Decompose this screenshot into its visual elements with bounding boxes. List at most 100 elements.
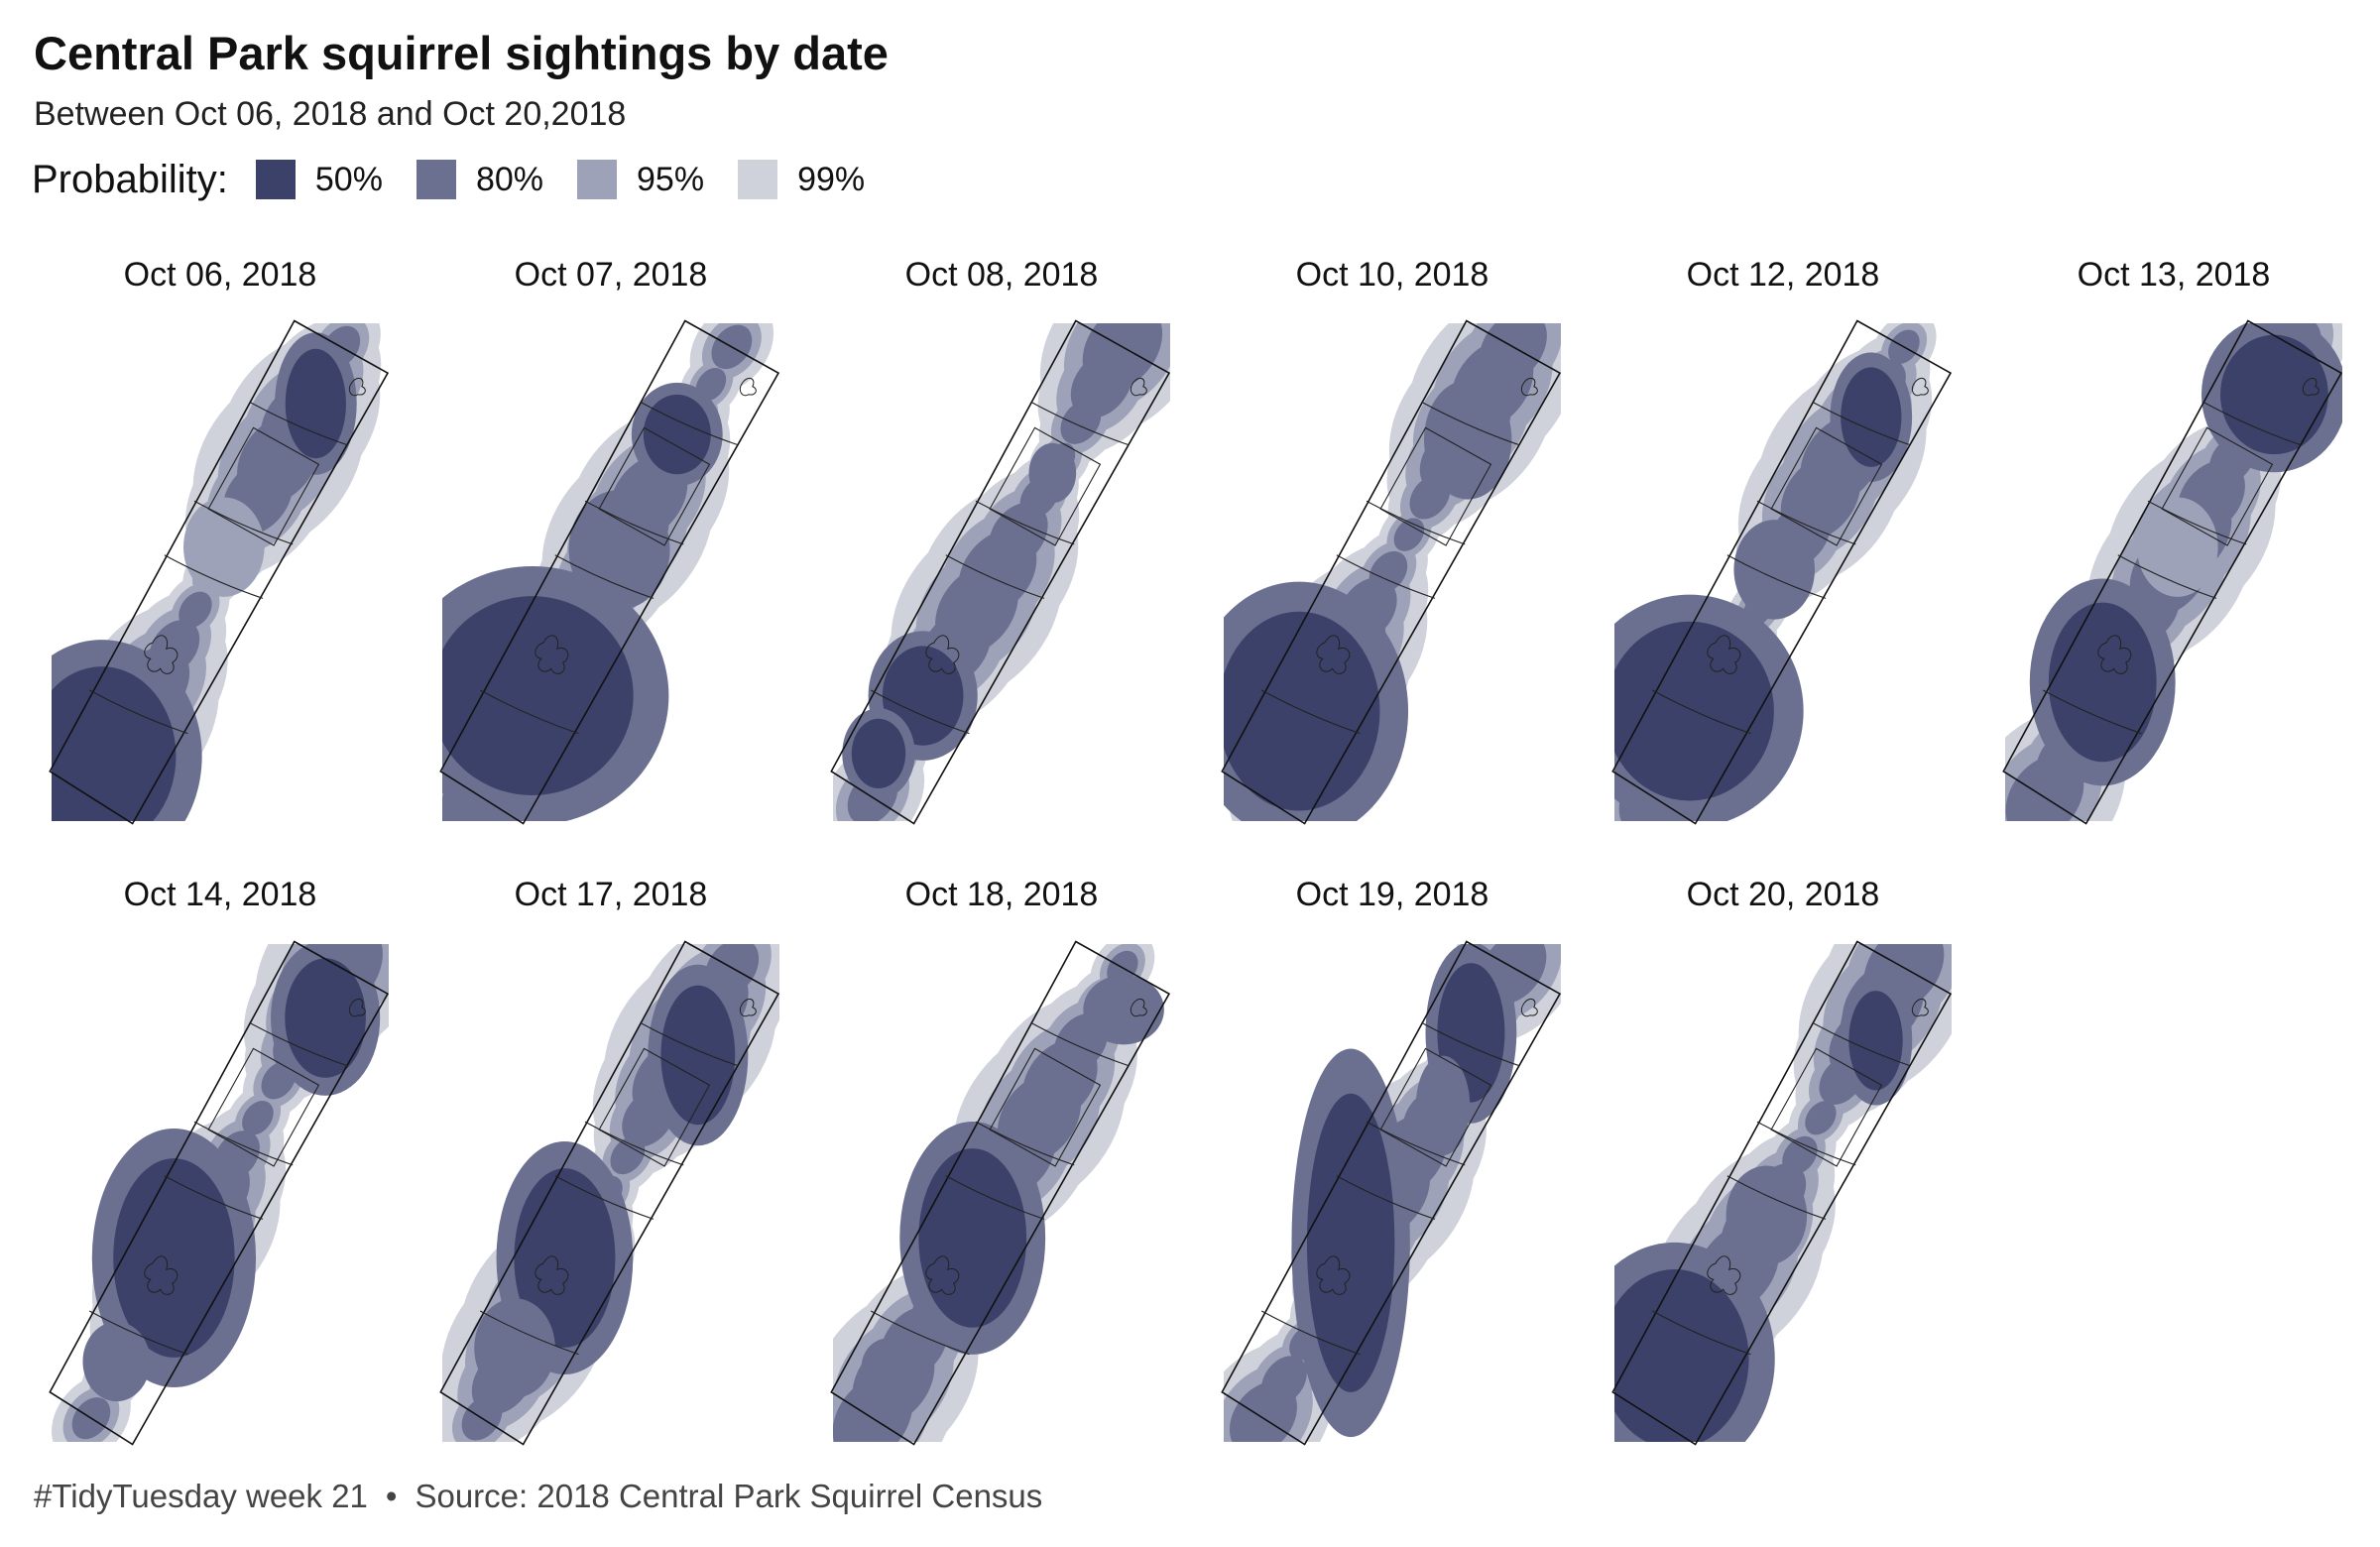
legend-label-95: 95% <box>637 160 705 198</box>
legend-item-99: 99% <box>738 160 865 199</box>
transverse-road <box>1030 401 1130 446</box>
transverse-road <box>479 689 579 735</box>
density-contour-50 <box>514 1168 616 1348</box>
chart-title: Central Park squirrel sightings by date <box>34 27 889 79</box>
reservoir-outline <box>1379 1047 1492 1167</box>
transverse-road <box>2147 500 2247 545</box>
park-outline <box>830 319 1171 825</box>
density-contour-80 <box>1424 380 1512 500</box>
facet-label: Oct 08, 2018 <box>905 256 1099 294</box>
lake-outline <box>1707 1255 1741 1295</box>
facet-panel <box>2002 319 2343 825</box>
lake-outline <box>1707 635 1741 674</box>
facet-panel <box>439 940 780 1446</box>
density-contour-50 <box>1848 991 1903 1091</box>
legend-item-80: 80% <box>416 160 543 199</box>
density-contour-50 <box>660 985 736 1126</box>
lake-outline <box>535 635 569 674</box>
transverse-road <box>2042 689 2142 735</box>
facet-label: Oct 14, 2018 <box>124 876 317 913</box>
transverse-road <box>1421 1021 1520 1067</box>
reservoir-outline <box>989 426 1102 546</box>
transverse-road <box>164 554 264 599</box>
lake-outline <box>144 1255 178 1295</box>
facet-label: Oct 07, 2018 <box>515 256 708 294</box>
facet-label: Oct 17, 2018 <box>515 876 708 913</box>
transverse-road <box>1336 1175 1436 1220</box>
facet-label: Oct 20, 2018 <box>1687 876 1880 913</box>
transverse-road <box>88 689 188 735</box>
density-contour-50 <box>1614 621 1774 801</box>
facet-label: Oct 19, 2018 <box>1296 876 1489 913</box>
density-band-80 <box>1805 1101 1837 1135</box>
transverse-road <box>2202 401 2302 446</box>
legend-item-50: 50% <box>255 160 383 199</box>
facet-label: Oct 12, 2018 <box>1687 256 1880 294</box>
transverse-road <box>1260 1310 1361 1356</box>
park-outline <box>1611 319 1953 825</box>
transverse-road <box>945 554 1045 599</box>
facet-label: Oct 10, 2018 <box>1296 256 1489 294</box>
density-contour-50 <box>643 394 711 475</box>
density-contour-95 <box>183 497 265 597</box>
transverse-road <box>88 1310 188 1356</box>
density-contour-80 <box>1083 975 1164 1045</box>
density-contour-50 <box>285 348 346 459</box>
density-band-80 <box>1368 550 1408 594</box>
reservoir-outline <box>989 1047 1102 1167</box>
lake-outline <box>144 635 178 674</box>
transverse-road <box>870 1310 970 1356</box>
transverse-road <box>164 1175 264 1220</box>
transverse-road <box>584 500 684 545</box>
reservoir-outline <box>598 1047 711 1167</box>
park-outline <box>1221 940 1562 1446</box>
transverse-road <box>640 401 739 446</box>
transverse-road <box>554 1175 654 1220</box>
transverse-road <box>870 689 970 735</box>
reservoir-outline <box>207 426 320 546</box>
transverse-road <box>479 1310 579 1356</box>
transverse-road <box>945 1175 1045 1220</box>
density-band-80 <box>149 620 200 675</box>
facet-panel <box>49 319 390 825</box>
facet-panel <box>1611 319 1953 825</box>
park-outline <box>2002 319 2343 825</box>
lake-outline <box>1316 635 1351 674</box>
park-outline <box>439 940 780 1446</box>
density-contour-50 <box>52 666 177 821</box>
facet-panel <box>439 319 780 825</box>
meer-outline <box>1130 377 1147 397</box>
legend-label-80: 80% <box>475 160 543 198</box>
density-contour-50 <box>442 596 634 795</box>
meer-outline <box>1520 377 1538 397</box>
lake-outline <box>535 1255 569 1295</box>
footer-hashtag: #TidyTuesday week 21 <box>34 1478 368 1514</box>
park-outline <box>49 940 390 1446</box>
transverse-road <box>1726 554 1827 599</box>
facet-panel <box>1221 940 1562 1446</box>
transverse-road <box>249 1021 348 1067</box>
legend-label-50: 50% <box>314 160 383 198</box>
facet-panel <box>49 940 390 1446</box>
facet-label: Oct 06, 2018 <box>124 256 317 294</box>
transverse-road <box>1812 401 1911 446</box>
park-outline <box>49 319 390 825</box>
transverse-road <box>554 554 654 599</box>
meer-outline <box>1911 998 1929 1017</box>
transverse-road <box>1260 689 1361 735</box>
lake-outline <box>2097 635 2132 674</box>
legend-swatch-50 <box>255 160 296 199</box>
transverse-road <box>640 1021 739 1067</box>
transverse-road <box>1421 401 1520 446</box>
legend-swatch-99 <box>738 160 778 199</box>
transverse-road <box>1651 1310 1751 1356</box>
density-contour-80 <box>1726 1165 1808 1265</box>
legend-label-99: 99% <box>797 160 866 198</box>
lake-outline <box>1316 1255 1351 1295</box>
legend-swatch-80 <box>416 160 456 199</box>
density-contour-80 <box>82 1321 151 1402</box>
meer-outline <box>739 377 757 397</box>
footer: #TidyTuesday week 21 • Source: 2018 Centra… <box>34 1478 1042 1515</box>
footer-source: Source: 2018 Central Park Squirrel Censu… <box>415 1478 1043 1514</box>
reservoir-outline <box>2161 426 2274 546</box>
